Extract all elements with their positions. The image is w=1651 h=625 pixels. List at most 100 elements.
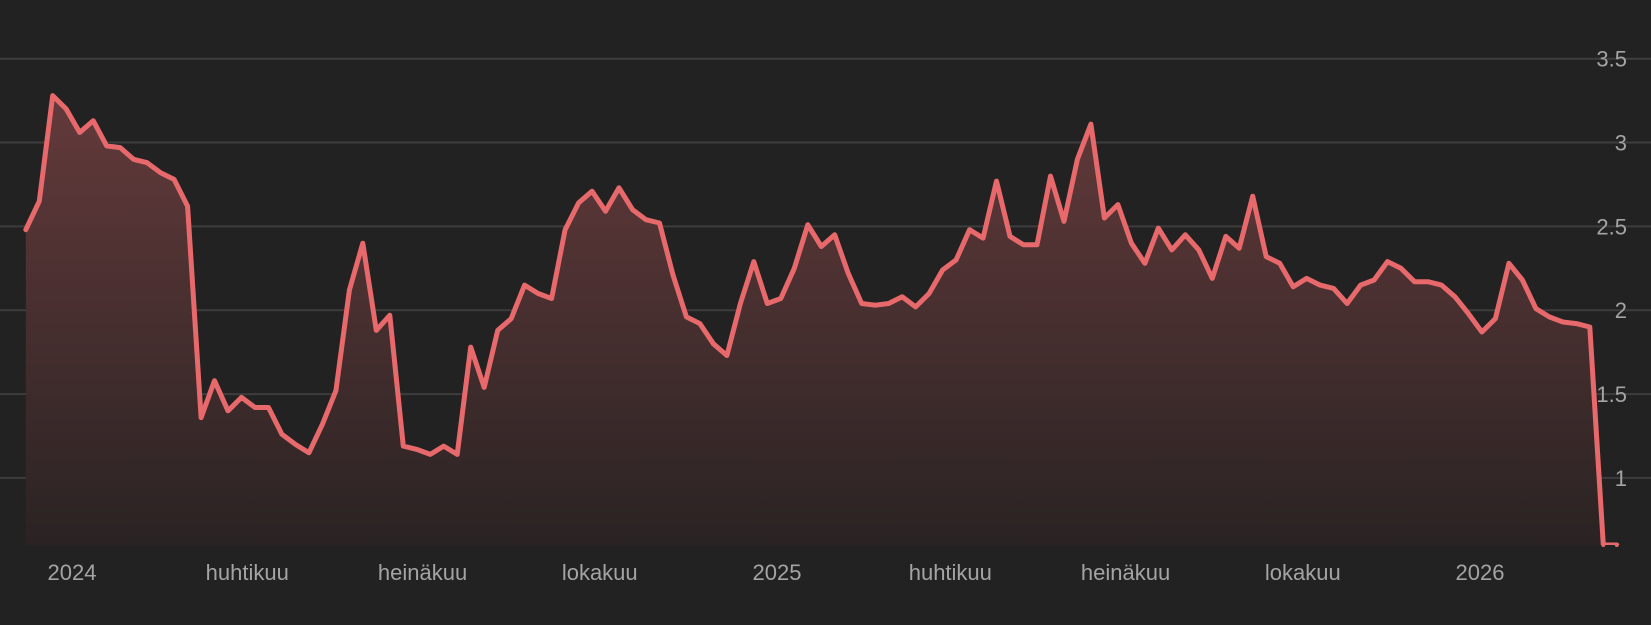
series-point (468, 345, 473, 350)
series-point (414, 447, 419, 452)
series-point (118, 145, 123, 150)
series-point (1453, 294, 1457, 299)
series-point (37, 199, 42, 204)
series-point (738, 301, 743, 306)
series-point (333, 388, 338, 393)
series-point (1520, 278, 1525, 282)
series-point (401, 444, 406, 449)
series-point (671, 273, 675, 277)
series-point (967, 227, 972, 232)
series-point (576, 200, 581, 205)
x-tick-label: huhtikuu (909, 560, 992, 585)
series-point (1399, 266, 1403, 271)
series-point (239, 395, 244, 400)
series-point (900, 294, 905, 299)
series-point (1250, 194, 1255, 199)
x-tick-label: 2024 (48, 560, 97, 585)
series-point (630, 207, 635, 212)
series-point (549, 296, 554, 301)
y-axis-ticks: 3.5 3 2.5 2 1.5 1 (1596, 47, 1627, 491)
series-point (684, 314, 689, 319)
series-point (145, 160, 150, 165)
series-point (131, 157, 136, 162)
series-point (981, 236, 986, 241)
series-point (1533, 306, 1538, 311)
series-point (1506, 261, 1511, 266)
series-point (792, 266, 797, 271)
series-point (1183, 232, 1188, 237)
series-point (590, 189, 595, 194)
x-tick-label: lokakuu (562, 560, 638, 585)
series-point (1547, 314, 1552, 319)
x-tick-label: lokakuu (1265, 560, 1341, 585)
series-point (509, 316, 514, 321)
series-point (1075, 157, 1080, 162)
series-point (387, 313, 392, 318)
series-point (994, 179, 999, 184)
series-point (441, 444, 446, 449)
series-point (495, 328, 500, 333)
series-point (1035, 242, 1039, 247)
series-point (859, 301, 864, 306)
x-tick-label: 2025 (752, 560, 801, 585)
series-point (765, 301, 770, 306)
series-point (1345, 301, 1350, 306)
series-point (1331, 286, 1336, 291)
series-point (1574, 321, 1579, 326)
series-point (293, 442, 298, 447)
series-point (226, 408, 230, 413)
series-point (1412, 279, 1417, 284)
series-point (64, 107, 69, 111)
series-point (913, 304, 918, 309)
series-point (1008, 234, 1012, 239)
series-point (455, 452, 460, 457)
series-point (954, 257, 959, 262)
series-point (1048, 174, 1053, 179)
series-point (1115, 202, 1120, 207)
series-point (711, 341, 716, 346)
series-point (253, 405, 257, 410)
x-tick-label: 2026 (1456, 560, 1505, 585)
series-point (1062, 219, 1066, 224)
series-point (832, 232, 837, 237)
series-point (563, 227, 568, 232)
series-point (1614, 543, 1619, 547)
series-point (320, 422, 325, 427)
series-point (1088, 122, 1093, 127)
series-point (940, 268, 945, 272)
series-point (1277, 261, 1282, 266)
y-tick-label: 1 (1615, 466, 1627, 491)
series-point (1439, 283, 1444, 288)
series-point (1223, 234, 1228, 239)
series-point (1601, 543, 1606, 547)
series-point (158, 170, 163, 175)
y-tick-label: 2 (1615, 298, 1627, 323)
series-point (185, 204, 190, 209)
series-point (1479, 330, 1484, 334)
series-point (212, 378, 217, 383)
series-point (1142, 261, 1147, 266)
series-point (1264, 254, 1269, 259)
x-tick-label: huhtikuu (206, 560, 289, 585)
price-area-fill (25, 95, 1617, 545)
y-tick-label: 3.5 (1596, 47, 1627, 72)
series-point (1466, 311, 1471, 316)
series-point (927, 291, 932, 296)
series-point (360, 241, 365, 246)
series-point (1169, 247, 1174, 252)
series-point (724, 353, 729, 358)
series-point (644, 217, 648, 222)
series-point (819, 244, 824, 249)
series-point (617, 185, 621, 190)
series-point (1237, 246, 1242, 251)
series-point (873, 303, 878, 308)
y-tick-label: 2.5 (1596, 214, 1627, 239)
series-point (279, 432, 284, 437)
series-point (1372, 278, 1377, 282)
series-point (1358, 283, 1363, 288)
x-tick-label: heinäkuu (378, 560, 467, 585)
series-point (482, 385, 487, 390)
series-point (50, 93, 55, 98)
series-point (522, 283, 527, 288)
